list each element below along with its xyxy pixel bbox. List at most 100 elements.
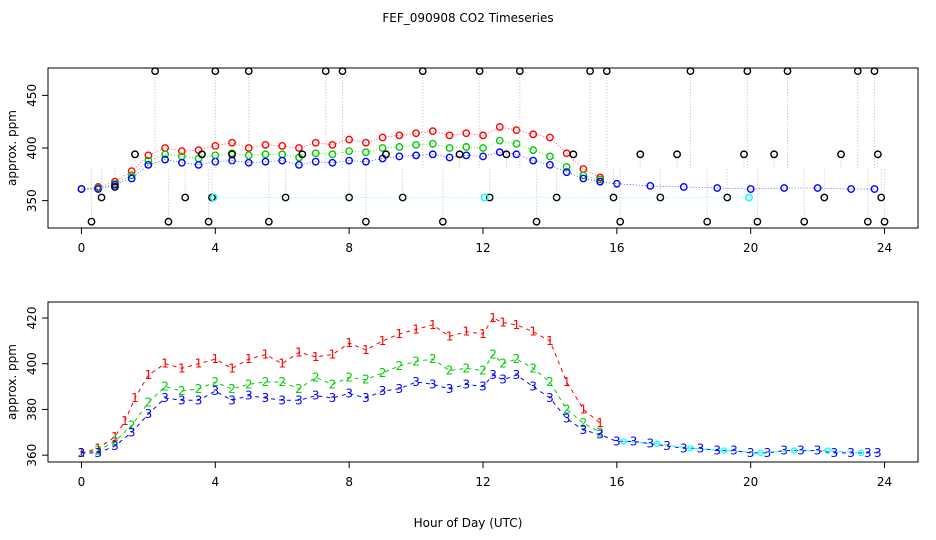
- data-point: [311, 157, 320, 166]
- data-point: [161, 155, 170, 164]
- data-point-label: 3: [94, 446, 102, 460]
- data-point-label: 3: [429, 377, 437, 391]
- data-point-label: 1: [379, 334, 387, 348]
- data-point-label: 1: [145, 368, 153, 382]
- data-point: [502, 150, 511, 159]
- panel-top-x-tick-label: 12: [475, 241, 490, 255]
- data-point: [77, 185, 86, 193]
- data-point: [646, 181, 655, 190]
- data-point: [679, 183, 688, 191]
- data-point-label: 2: [479, 364, 487, 378]
- data-point-label: 1: [499, 316, 507, 330]
- data-point: [127, 174, 136, 183]
- data-point-label: 3: [529, 380, 537, 394]
- panel-top-marks: [77, 67, 889, 226]
- data-point: [278, 156, 287, 165]
- data-point: [418, 67, 427, 76]
- data-point: [512, 139, 521, 148]
- data-point: [321, 67, 330, 76]
- data-point: [244, 144, 253, 152]
- data-point-label: 3: [847, 446, 855, 460]
- data-point-label: 1: [529, 325, 537, 339]
- data-point: [244, 158, 253, 167]
- data-point-label: 2: [429, 352, 437, 366]
- data-point: [686, 67, 695, 76]
- panel-bottom-x-tick-label: 8: [345, 475, 353, 489]
- data-point-label: 2: [529, 361, 537, 375]
- data-point: [853, 67, 862, 76]
- data-point: [515, 67, 524, 76]
- data-point: [261, 140, 270, 149]
- data-point: [164, 217, 173, 226]
- data-point: [602, 67, 611, 76]
- data-point-label: 3: [262, 391, 270, 405]
- data-point-label: 1: [429, 318, 437, 332]
- data-point: [813, 184, 822, 192]
- panel-bottom-x-tick-label: 20: [743, 475, 758, 489]
- data-point: [495, 123, 504, 131]
- data-point-label: 2: [94, 444, 102, 458]
- data-point: [462, 143, 471, 151]
- data-point: [144, 160, 153, 169]
- data-point-label: 2: [278, 375, 286, 389]
- data-point-label: 3: [864, 446, 872, 460]
- data-point: [462, 151, 471, 160]
- data-point-label: 3: [161, 391, 169, 405]
- data-point: [228, 150, 236, 159]
- data-point-label: 2: [161, 380, 169, 394]
- data-point: [345, 135, 354, 144]
- data-point: [475, 67, 484, 76]
- panel-bottom-x-tick-label: 24: [877, 475, 892, 489]
- data-point-label: 1: [479, 327, 487, 341]
- data-point: [295, 144, 303, 152]
- data-point-label: 3: [596, 428, 604, 442]
- data-point: [338, 67, 347, 76]
- data-point: [529, 146, 538, 155]
- data-point: [131, 150, 139, 159]
- data-point: [311, 138, 320, 147]
- data-point-label: 1: [94, 441, 102, 455]
- data-point: [740, 150, 748, 159]
- data-point: [529, 130, 538, 139]
- data-point: [512, 150, 521, 159]
- data-point-label: 3: [630, 434, 638, 448]
- data-point: [378, 144, 387, 152]
- data-point: [211, 141, 220, 150]
- panel-top-series-s3: [77, 148, 879, 193]
- data-point-label: 3: [697, 441, 705, 455]
- data-point: [382, 150, 390, 159]
- data-point-label: 1: [312, 350, 320, 364]
- data-point: [873, 150, 882, 159]
- data-point-label: 3: [211, 384, 219, 398]
- data-point: [656, 193, 665, 202]
- data-point: [361, 157, 370, 166]
- data-point: [428, 150, 437, 159]
- data-point: [546, 160, 554, 169]
- data-point-label: 3: [479, 380, 487, 394]
- data-point: [880, 217, 889, 226]
- panel-top-series-black: [87, 67, 889, 226]
- data-point: [636, 150, 645, 159]
- data-point-label: 3: [580, 423, 588, 437]
- panel-bottom-x-tick-label: 12: [475, 475, 490, 489]
- data-point: [713, 184, 722, 192]
- data-point-label: 1: [278, 357, 286, 371]
- data-point: [194, 160, 203, 169]
- data-point: [824, 447, 831, 454]
- data-point-label: 2: [489, 348, 497, 362]
- data-point: [596, 177, 605, 186]
- data-point: [837, 150, 845, 159]
- data-point: [620, 438, 627, 445]
- data-point-label: 3: [489, 368, 497, 382]
- data-point-label: 1: [580, 402, 588, 416]
- data-point: [211, 67, 220, 76]
- data-point: [445, 144, 454, 152]
- data-point-label: 3: [78, 446, 86, 460]
- data-point: [361, 138, 370, 147]
- data-point: [529, 156, 538, 165]
- data-point: [311, 149, 320, 158]
- data-point-label: 2: [78, 446, 86, 460]
